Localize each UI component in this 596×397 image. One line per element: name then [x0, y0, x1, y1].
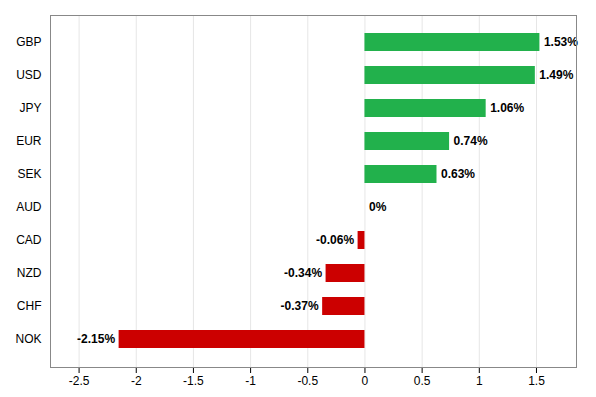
svg-text:-1: -1 — [245, 374, 256, 388]
svg-text:0.63%: 0.63% — [441, 167, 475, 181]
svg-text:1.49%: 1.49% — [539, 68, 573, 82]
svg-text:CAD: CAD — [16, 233, 42, 247]
svg-text:0.5: 0.5 — [414, 374, 431, 388]
svg-text:-2.15%: -2.15% — [77, 332, 115, 346]
svg-text:-0.37%: -0.37% — [281, 299, 319, 313]
svg-text:AUD: AUD — [16, 200, 42, 214]
svg-text:-2.5: -2.5 — [69, 374, 90, 388]
svg-text:1: 1 — [476, 374, 483, 388]
svg-text:-0.06%: -0.06% — [316, 233, 354, 247]
svg-text:SEK: SEK — [17, 167, 41, 181]
svg-text:-2: -2 — [131, 374, 142, 388]
svg-text:1.5: 1.5 — [528, 374, 545, 388]
svg-text:JPY: JPY — [19, 101, 41, 115]
svg-text:0.74%: 0.74% — [454, 134, 488, 148]
svg-text:-0.5: -0.5 — [297, 374, 318, 388]
svg-text:NOK: NOK — [15, 332, 41, 346]
svg-text:CHF: CHF — [17, 299, 42, 313]
svg-text:USD: USD — [16, 68, 42, 82]
svg-text:-1.5: -1.5 — [183, 374, 204, 388]
svg-text:-0.34%: -0.34% — [284, 266, 322, 280]
svg-text:GBP: GBP — [16, 35, 41, 49]
svg-text:EUR: EUR — [16, 134, 42, 148]
svg-text:0: 0 — [362, 374, 369, 388]
svg-text:NZD: NZD — [17, 266, 42, 280]
svg-text:1.06%: 1.06% — [490, 101, 524, 115]
svg-text:0%: 0% — [369, 200, 387, 214]
svg-text:1.53%: 1.53% — [544, 35, 578, 49]
